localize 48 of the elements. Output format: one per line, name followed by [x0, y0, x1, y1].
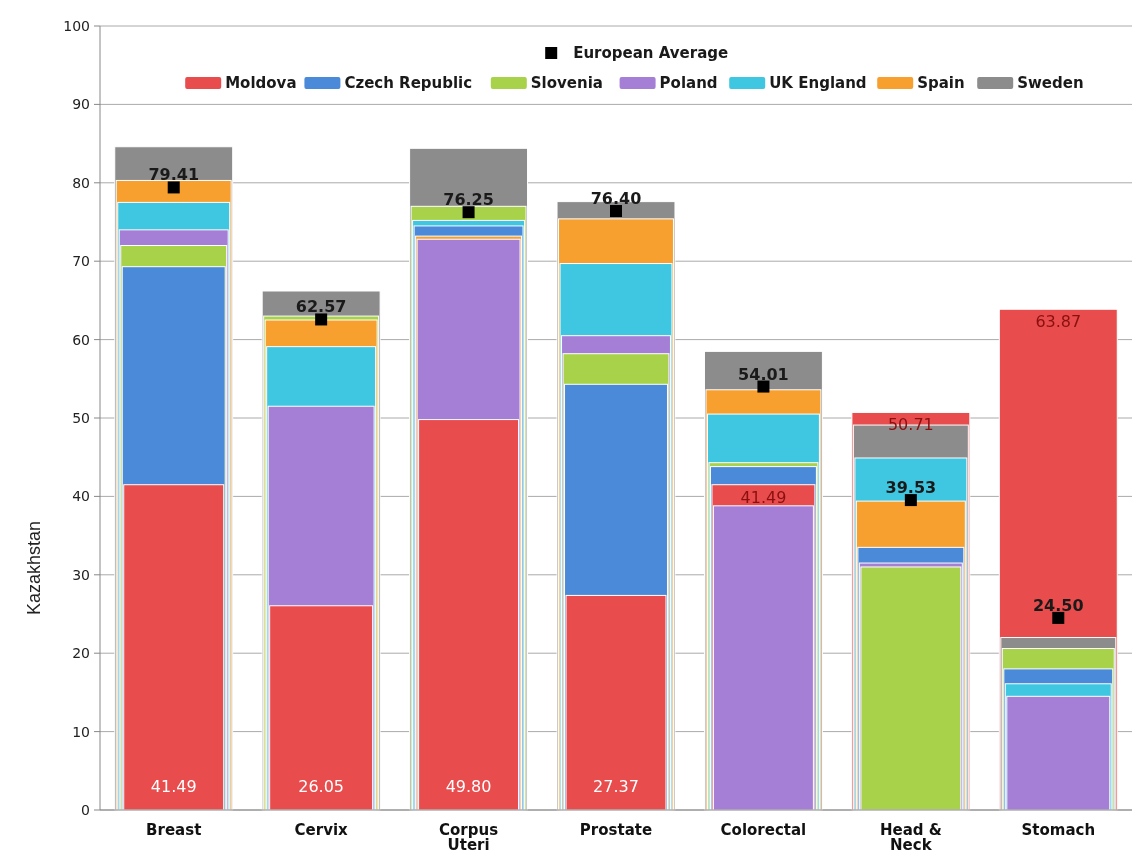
data-label: 63.87 [1035, 312, 1082, 332]
y-tick-label: 60 [72, 331, 90, 348]
point [1052, 611, 1065, 624]
x-tick-label: Colorectal [720, 821, 807, 839]
y-tick-label: 70 [72, 253, 90, 270]
legend-label: Moldova [225, 74, 297, 92]
point [315, 313, 328, 326]
y-tick-label: 100 [63, 18, 90, 34]
data-label: 49.80 [445, 777, 492, 796]
legend-label: Slovenia [530, 74, 603, 92]
legend-label: Spain [917, 74, 965, 92]
x-tick-label: Head & Neck [879, 821, 942, 854]
data-label: 39.53 [885, 478, 937, 498]
data-label: 76.40 [590, 189, 642, 209]
y-tick-label: 90 [72, 96, 90, 113]
data-label: 26.05 [298, 777, 345, 796]
y-tick-label: 40 [72, 488, 90, 505]
data-label: 27.37 [593, 777, 639, 796]
y-tick-label: 30 [72, 566, 90, 583]
point [610, 205, 622, 218]
data-label: 54.01 [738, 364, 789, 384]
legend-label: Sweden [1017, 74, 1084, 92]
point [757, 380, 770, 393]
x-tick-label: Cervix [294, 821, 349, 839]
x-tick-label: Corpus Uteri [439, 821, 499, 854]
legend-label: UK England [769, 74, 867, 92]
data-label: 50.71 [887, 415, 934, 435]
legend-label: Czech Republic [344, 74, 473, 92]
data-label: 41.49 [740, 487, 787, 507]
y-tick-label: 20 [72, 645, 90, 662]
x-tick-label: Stomach [1021, 821, 1096, 839]
data-label: 24.50 [1032, 595, 1084, 615]
y-tick-label: 50 [72, 410, 90, 426]
data-label: 62.57 [295, 297, 347, 317]
data-label: 41.49 [150, 777, 197, 796]
legend-label: Poland [659, 74, 718, 92]
y-tick-label: 10 [72, 723, 90, 740]
x-tick-label: Breast [146, 821, 202, 839]
point [167, 181, 180, 194]
y-axis-title: Kazakhstan [24, 520, 44, 616]
y-tick-label: 0 [81, 802, 90, 818]
x-tick-label: Prostate [579, 821, 653, 839]
point [462, 206, 475, 219]
point [904, 494, 917, 507]
data-label: 76.25 [443, 190, 494, 210]
data-label: 79.41 [148, 165, 200, 185]
y-tick-label: 80 [72, 174, 90, 191]
legend-label: European Average [573, 44, 729, 62]
